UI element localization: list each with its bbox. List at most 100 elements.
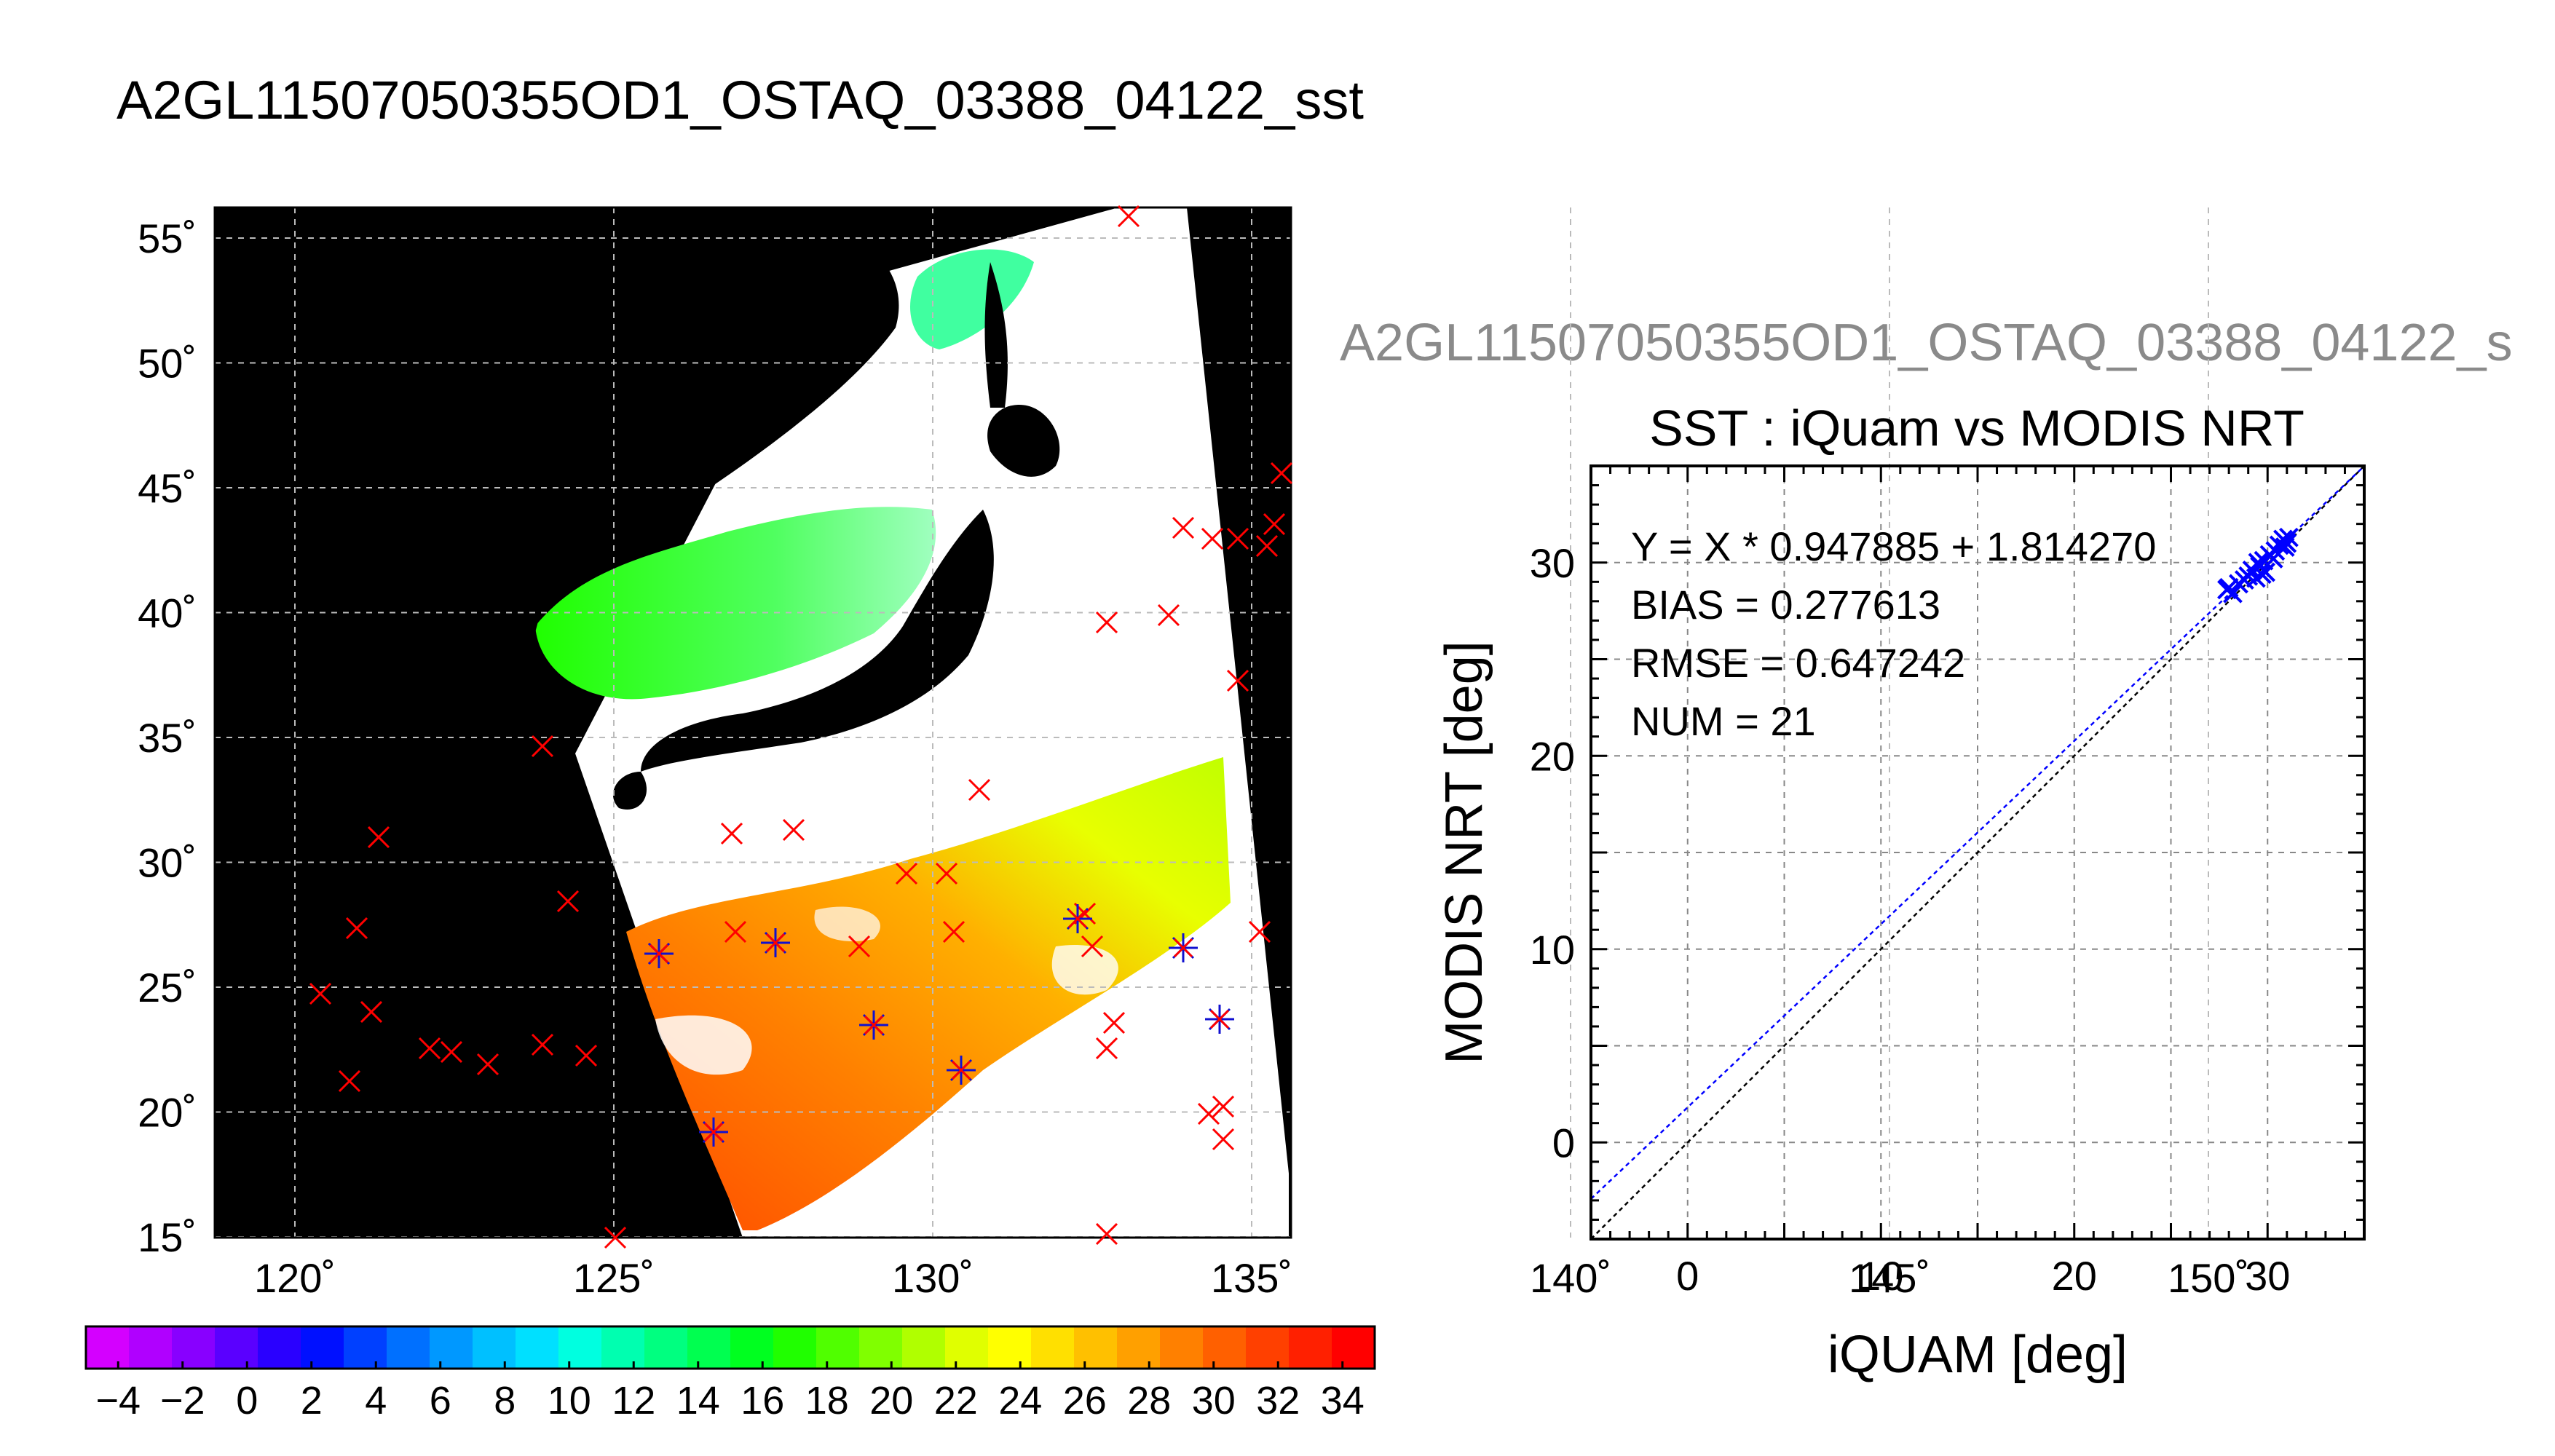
colorbar-tick-labels: −4 −2 0 2 4 6 8 10 12 14 16 18 20 22 24 26 28 30 32 34 xyxy=(95,1379,1364,1423)
insitu-marker xyxy=(360,1000,383,1024)
insitu-marker xyxy=(1209,1009,1230,1029)
colorbar-segment xyxy=(945,1326,989,1369)
colorbar-segment xyxy=(258,1326,301,1369)
insitu-marker xyxy=(951,1060,971,1080)
asia-mainland xyxy=(215,207,899,728)
colorbar-tick-label: 2 xyxy=(301,1379,323,1423)
colorbar-segment xyxy=(86,1326,130,1369)
insitu-marker xyxy=(703,1122,724,1142)
colorbar-segment xyxy=(687,1326,731,1369)
insitu-marker xyxy=(1263,513,1286,536)
colorbar-tick-label: 4 xyxy=(365,1379,387,1423)
lon-tick-label: 135˚ xyxy=(1211,1255,1292,1301)
colorbar-tick-label: 18 xyxy=(805,1379,849,1423)
kyushu xyxy=(612,772,647,810)
colorbar-segment xyxy=(644,1326,688,1369)
identity-line xyxy=(1591,466,2364,1239)
colorbar-tick-label: 20 xyxy=(869,1379,913,1423)
sakhalin xyxy=(984,262,1008,408)
map-frame xyxy=(213,206,1292,1239)
japan-honshu xyxy=(641,510,994,772)
colorbar-segment xyxy=(387,1326,430,1369)
colorbar-tick-label: −2 xyxy=(160,1379,205,1423)
lat-tick-label: 25˚ xyxy=(138,965,197,1010)
colorbar-tick-label: 8 xyxy=(494,1379,516,1423)
insitu-marker xyxy=(724,920,747,943)
colorbar-segment xyxy=(601,1326,645,1369)
colorbar-segment xyxy=(172,1326,216,1369)
colorbar-frame xyxy=(84,1325,1376,1370)
insitu-marker xyxy=(1197,1102,1220,1125)
insitu-marker xyxy=(942,920,965,943)
insitu-marker xyxy=(1081,935,1104,958)
colorbar-segment xyxy=(430,1326,473,1369)
scatter-point xyxy=(2219,577,2239,598)
insitu-marker xyxy=(367,826,390,849)
colorbar-segment xyxy=(902,1326,946,1369)
colorbar-segment xyxy=(773,1326,817,1369)
rmse-stat: RMSE = 0.647242 xyxy=(1631,640,1965,686)
colorbar-segment xyxy=(558,1326,602,1369)
insitu-marker xyxy=(1226,669,1249,692)
fit-equation: Y = X * 0.947885 + 1.814270 xyxy=(1631,523,2156,569)
colorbar-segment xyxy=(516,1326,559,1369)
map-grid xyxy=(215,207,2209,1238)
x-tick-label: 20 xyxy=(2052,1253,2097,1299)
colorbar-tick-label: 16 xyxy=(741,1379,784,1423)
insitu-marker xyxy=(1157,604,1180,627)
colorbar xyxy=(84,1325,1376,1370)
lat-tick-label: 30˚ xyxy=(138,840,197,886)
insitu-marker xyxy=(895,862,918,885)
scatter-point xyxy=(2248,553,2268,573)
insitu-marker xyxy=(574,1044,598,1067)
longitude-tick-labels: 120˚ 125˚ 130˚ 135˚ 140˚ 145˚ 150˚ xyxy=(254,1255,2249,1301)
scatter-title: SST : iQuam vs MODIS NRT xyxy=(1649,400,2305,456)
lat-tick-label: 35˚ xyxy=(138,715,197,761)
colorbar-segment xyxy=(344,1326,387,1369)
colorbar-tick-label: 26 xyxy=(1063,1379,1107,1423)
colorbar-segment xyxy=(1246,1326,1290,1369)
insitu-marker xyxy=(864,1015,884,1035)
colorbar-segment xyxy=(1117,1326,1161,1369)
scatter-file-title: A2GL11507050355OD1_OSTAQ_03388_04122_s xyxy=(1340,314,2513,372)
colorbar-tick-label: 0 xyxy=(236,1379,258,1423)
sea-of-japan-sst xyxy=(535,507,936,700)
colorbar-segment xyxy=(215,1326,258,1369)
colorbar-segment xyxy=(1289,1326,1332,1369)
lat-tick-label: 45˚ xyxy=(138,465,197,511)
insitu-markers xyxy=(309,205,1293,1249)
colorbar-tick-label: −4 xyxy=(95,1379,141,1423)
lat-tick-label: 15˚ xyxy=(138,1214,197,1260)
insitu-marker xyxy=(418,1037,441,1060)
colorbar-segment xyxy=(859,1326,903,1369)
y-tick-label: 30 xyxy=(1530,540,1575,586)
cloud-patch xyxy=(1051,945,1118,995)
y-axis-label: MODIS NRT [deg] xyxy=(1435,641,1493,1064)
x-tick-label: 0 xyxy=(1676,1253,1699,1299)
latitude-tick-labels: 55˚ 50˚ 45˚ 40˚ 35˚ 30˚ 25˚ 20˚ 15˚ xyxy=(138,215,197,1260)
insitu-marker xyxy=(720,822,743,845)
insitu-marker xyxy=(1212,1095,1235,1118)
insitu-marker xyxy=(1173,938,1193,958)
scatter-point xyxy=(2279,527,2299,547)
y-tick-label: 20 xyxy=(1530,733,1575,779)
colorbar-segment xyxy=(988,1326,1032,1369)
insitu-marker xyxy=(604,1226,627,1249)
insitu-marker xyxy=(338,1069,361,1093)
y-tick-label: 0 xyxy=(1552,1120,1575,1166)
insitu-marker xyxy=(556,890,580,913)
cloud-patch xyxy=(655,1015,752,1075)
main-title: A2GL11507050355OD1_OSTAQ_03388_04122_sst xyxy=(117,70,1364,130)
scatter-lines xyxy=(1591,466,2364,1239)
insitu-marker xyxy=(1226,527,1249,550)
x-tick-label: 10 xyxy=(1858,1253,1903,1299)
colorbar-tick-label: 22 xyxy=(934,1379,978,1423)
lat-tick-label: 55˚ xyxy=(138,215,197,261)
insitu-marker xyxy=(1067,909,1088,929)
insitu-marker xyxy=(1255,534,1279,558)
insitu-marker xyxy=(531,735,554,758)
sst-map xyxy=(215,207,1291,1238)
colorbar-tick-label: 10 xyxy=(548,1379,591,1423)
insitu-marker xyxy=(476,1053,499,1076)
